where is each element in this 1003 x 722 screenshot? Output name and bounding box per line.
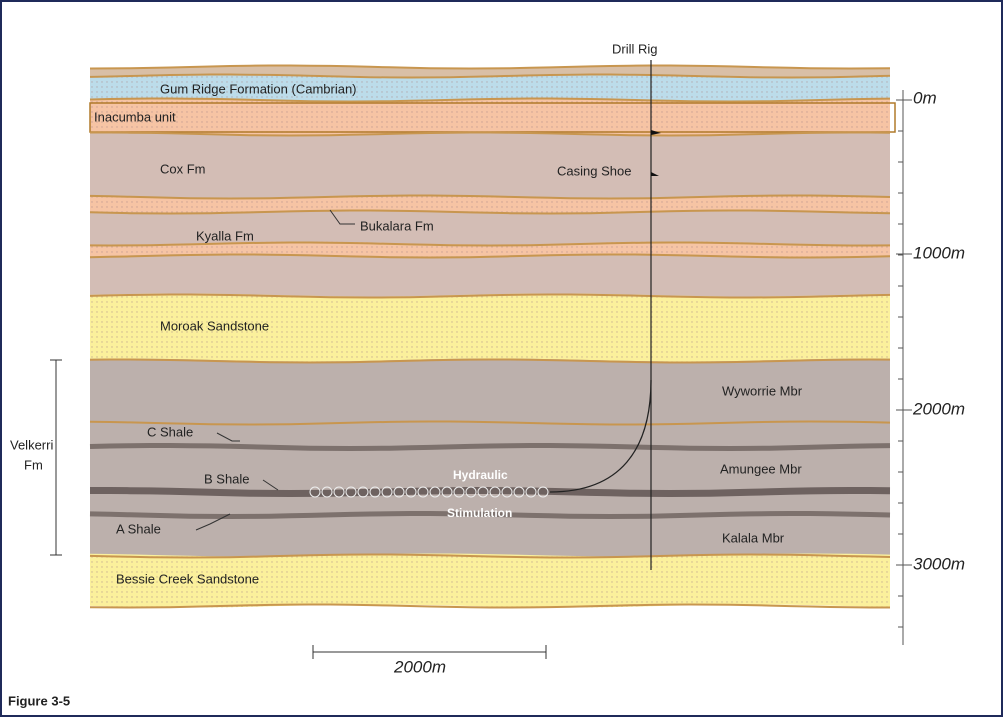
- formation-label: Moroak Sandstone: [160, 318, 269, 333]
- casing-marker: [651, 172, 659, 176]
- contact: [89, 511, 891, 520]
- formation-label: C Shale: [147, 424, 193, 439]
- stimulation-label: Hydraulic: [453, 468, 508, 482]
- casing-shoe-label: Casing Shoe: [557, 163, 631, 178]
- caption: Figure 3-5: [8, 693, 70, 708]
- frac-stage: [321, 486, 333, 498]
- contact: [89, 73, 891, 79]
- contact: [89, 553, 891, 559]
- contact: [90, 131, 891, 137]
- leader-line: [195, 513, 231, 531]
- stratum: [90, 253, 890, 298]
- leader-line: [329, 209, 355, 225]
- well-lateral: [549, 379, 652, 493]
- stratum: [90, 358, 890, 558]
- stratum-texture: [90, 241, 890, 258]
- depth-label: 2000m: [912, 399, 965, 418]
- contact: [89, 97, 891, 103]
- frac-stage: [489, 486, 501, 498]
- casing-marker: [651, 130, 661, 135]
- drill-rig-label: Drill Rig: [612, 41, 658, 56]
- stratum: [90, 132, 890, 200]
- frac-stage: [381, 486, 393, 498]
- frac-stage: [429, 486, 441, 498]
- frac-stage: [345, 486, 357, 498]
- formation-label: Kyalla Fm: [196, 228, 254, 243]
- leader-line: [216, 432, 240, 442]
- frac-stage: [513, 486, 525, 498]
- frac-stage: [333, 486, 345, 498]
- stratum-texture: [90, 195, 890, 214]
- formation-label: Gum Ridge Formation (Cambrian): [160, 81, 357, 96]
- contact: [89, 194, 891, 200]
- well: [309, 60, 661, 570]
- contact: [89, 603, 890, 609]
- contact: [89, 420, 891, 426]
- frac-stage: [405, 486, 417, 498]
- frac-stage: [537, 486, 549, 498]
- stratum-texture: [90, 73, 890, 102]
- formation-label: Kalala Mbr: [722, 530, 785, 545]
- formation-label: Inacumba unit: [94, 109, 176, 124]
- depth-label: 0m: [913, 88, 937, 107]
- frac-stage: [477, 486, 489, 498]
- stratum-texture: [90, 553, 890, 608]
- contact: [89, 241, 891, 247]
- formation-label: Cox Fm: [160, 161, 206, 176]
- frac-stage: [501, 486, 513, 498]
- contact: [89, 358, 891, 364]
- frac-stage: [357, 486, 369, 498]
- frac-stage: [393, 486, 405, 498]
- frac-stage: [309, 486, 321, 498]
- formation-label: Bukalara Fm: [360, 218, 434, 233]
- formation-label: Amungee Mbr: [720, 461, 802, 476]
- group-label: Velkerri: [10, 437, 53, 452]
- stratum-texture: [90, 293, 890, 363]
- contact: [89, 443, 891, 452]
- stratum: [90, 209, 890, 246]
- contact: [89, 64, 891, 70]
- frac-stage: [417, 486, 429, 498]
- frac-stage: [465, 486, 477, 498]
- frac-stage: [369, 486, 381, 498]
- contact: [89, 209, 891, 215]
- frac-stage: [525, 486, 537, 498]
- contact: [89, 253, 891, 259]
- labels: Gum Ridge Formation (Cambrian) Inacumba …: [8, 41, 965, 708]
- leader-line: [262, 479, 279, 491]
- formation-label: A Shale: [116, 521, 161, 536]
- frac-stage: [453, 486, 465, 498]
- strata: [89, 64, 896, 609]
- stratum-texture: [90, 98, 890, 136]
- contact: [89, 293, 891, 299]
- depth-label: 1000m: [913, 243, 965, 262]
- scale-label: 2000m: [393, 657, 446, 676]
- formation-label: B Shale: [204, 471, 250, 486]
- frac-stage: [441, 486, 453, 498]
- group-label: Fm: [24, 457, 43, 472]
- formation-label: Wyworrie Mbr: [722, 383, 803, 398]
- depth-label: 3000m: [913, 554, 965, 573]
- stimulation-label: Stimulation: [447, 506, 512, 520]
- formation-label: Bessie Creek Sandstone: [116, 571, 259, 586]
